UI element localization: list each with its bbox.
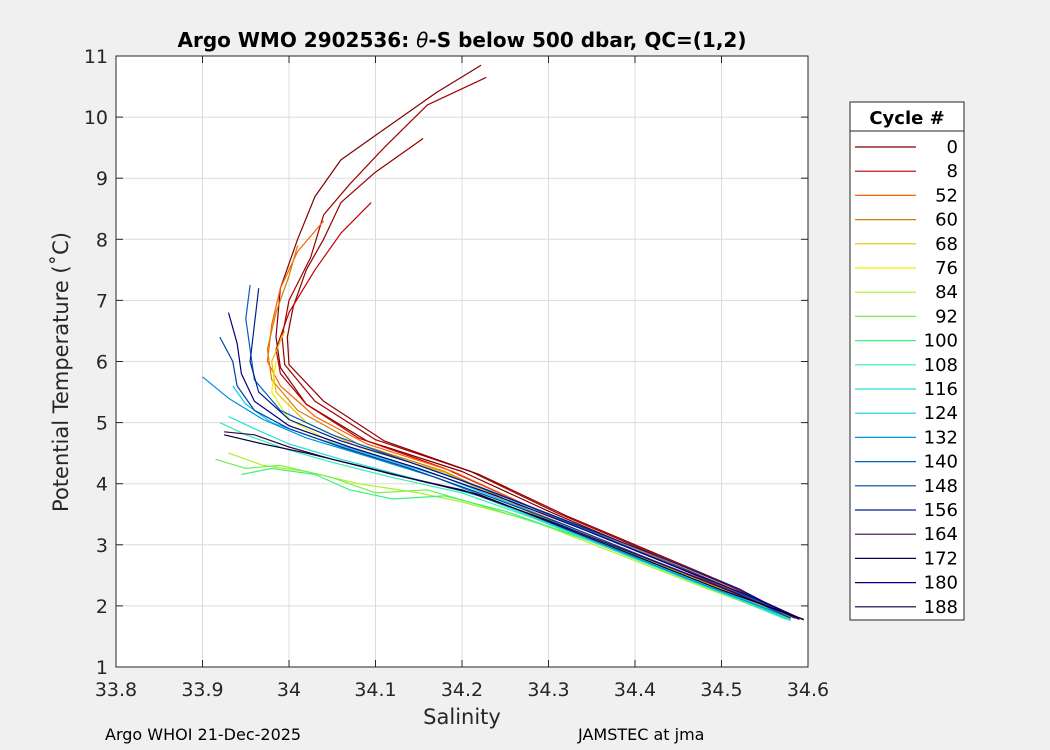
y-axis-label: Potential Temperature (˚C) (49, 232, 73, 512)
legend-label: 156 (924, 500, 958, 521)
legend-label: 52 (935, 185, 958, 206)
title-theta-symbol: θ (416, 28, 428, 52)
legend-entry: 108 (855, 355, 958, 376)
legend-entry: 92 (855, 306, 958, 327)
y-tick-label: 4 (96, 474, 108, 496)
x-tick-label: 34.4 (614, 679, 656, 701)
legend-entry: 156 (855, 500, 958, 521)
x-tick-label: 33.8 (95, 679, 137, 701)
legend-label: 68 (935, 234, 958, 255)
x-tick-label: 34.1 (354, 679, 396, 701)
legend-entry: 76 (855, 258, 958, 279)
legend-label: 0 (947, 137, 958, 158)
legend-entry: 188 (855, 597, 958, 618)
legend-label: 124 (924, 403, 958, 424)
y-tick-label: 7 (96, 290, 108, 312)
y-tick-label: 9 (96, 168, 108, 190)
series-line (249, 288, 796, 619)
series-line (286, 138, 796, 619)
y-tick-label: 11 (84, 46, 108, 68)
chart-title: Argo WMO 2902536: θ-S below 500 dbar, QC… (178, 28, 747, 52)
x-tick-label: 34.5 (700, 679, 742, 701)
legend-label: 8 (947, 161, 958, 182)
legend-entry: 180 (855, 573, 958, 594)
series-line (223, 434, 804, 620)
legend-entry: 148 (855, 476, 958, 497)
y-tick-label: 1 (96, 657, 108, 679)
x-tick-label: 34.3 (527, 679, 569, 701)
series-line (245, 285, 796, 619)
legend-label: 76 (935, 258, 958, 279)
x-tick-label: 33.9 (181, 679, 223, 701)
legend-label: 188 (924, 597, 958, 618)
legend-entry: 60 (855, 210, 958, 231)
legend-label: 132 (924, 427, 958, 448)
legend-entry: 52 (855, 185, 958, 206)
x-tick-label: 34 (277, 679, 301, 701)
footer-source: Argo WHOI 21-Dec-2025 (105, 725, 302, 744)
legend-label: 92 (935, 306, 958, 327)
legend: Cycle # 0 8 52 60 68 76 84 92 100 108 116 124 132 140… (849, 101, 965, 621)
legend-label: 148 (924, 476, 958, 497)
x-tick-label: 34.2 (441, 679, 483, 701)
y-tick-label: 10 (84, 107, 108, 129)
x-tick-label: 34.6 (787, 679, 829, 701)
legend-entry: 84 (855, 282, 958, 303)
legend-entry: 140 (855, 452, 958, 473)
legend-entry: 8 (855, 161, 958, 182)
series-line (202, 376, 791, 619)
x-axis-label: Salinity (423, 705, 501, 729)
x-axis-ticks: 33.8 33.9 34 34.1 34.2 34.3 34.4 34.5 34.6 (95, 56, 829, 701)
series-line (281, 76, 800, 619)
y-tick-label: 6 (96, 352, 108, 374)
legend-label: 180 (924, 573, 958, 594)
y-tick-label: 3 (96, 535, 108, 557)
legend-entry: 100 (855, 331, 958, 352)
legend-label: 116 (924, 379, 958, 400)
legend-label: 164 (924, 524, 958, 545)
legend-label: 108 (924, 355, 958, 376)
legend-entry: 116 (855, 379, 958, 400)
title-prefix: Argo WMO 2902536: (178, 28, 417, 52)
legend-entry: 68 (855, 234, 958, 255)
legend-entries: 0 8 52 60 68 76 84 92 100 108 116 124 132 140 148 156 16… (855, 137, 958, 618)
legend-label: 60 (935, 210, 958, 231)
y-tick-label: 8 (96, 229, 108, 251)
legend-entry: 164 (855, 524, 958, 545)
legend-label: 100 (924, 331, 958, 352)
series-line (219, 422, 787, 620)
legend-title: Cycle # (869, 108, 944, 129)
series-line (228, 452, 791, 620)
series-lines (202, 64, 804, 622)
y-axis-ticks: 1 2 3 4 5 6 7 8 9 10 11 (84, 46, 808, 679)
footer-credit: JAMSTEC at jma (578, 725, 705, 744)
legend-label: 84 (935, 282, 958, 303)
legend-entry: 172 (855, 548, 958, 569)
legend-entry: 132 (855, 427, 958, 448)
series-line (227, 312, 800, 619)
legend-entry: 124 (855, 403, 958, 424)
y-tick-label: 2 (96, 596, 108, 618)
title-suffix: -S below 500 dbar, QC=(1,2) (428, 28, 746, 52)
series-line (275, 64, 804, 621)
y-tick-label: 5 (96, 413, 108, 435)
legend-entry: 0 (855, 137, 958, 158)
legend-label: 172 (924, 548, 958, 569)
legend-label: 140 (924, 452, 958, 473)
